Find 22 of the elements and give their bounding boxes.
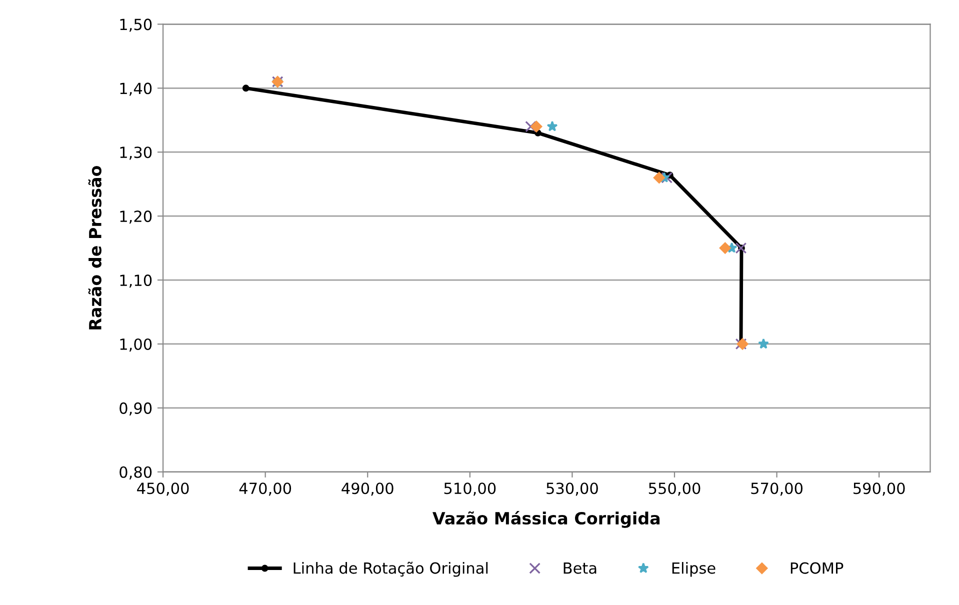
y-axis-title: Razão de Pressão xyxy=(88,166,102,330)
legend-label: Elipse xyxy=(672,562,716,577)
y-tick-label: 1,30 xyxy=(120,146,152,160)
x-tick-label: 450,00 xyxy=(137,482,189,496)
x-tick-label: 510,00 xyxy=(444,482,496,496)
x-axis-title: Vazão Mássica Corrigida xyxy=(432,510,660,528)
y-tick-label: 1,40 xyxy=(120,82,152,96)
legend-label: Beta xyxy=(564,562,596,574)
x-tick-label: 590,00 xyxy=(854,482,905,496)
x-tick-label: 490,00 xyxy=(342,482,394,496)
legend-label: Linha de Rotação Original xyxy=(294,562,488,577)
x-tick-label: 570,00 xyxy=(751,482,803,496)
y-tick-label: 0,90 xyxy=(120,402,152,416)
y-tick-label: 1,20 xyxy=(120,210,152,224)
x-tick-label: 550,00 xyxy=(648,482,700,496)
y-tick-label: 0,80 xyxy=(120,466,152,480)
legend-label: PCOMP xyxy=(790,562,844,574)
y-tick-label: 1,50 xyxy=(120,18,152,32)
x-tick-label: 470,00 xyxy=(239,482,292,496)
y-tick-label: 1,10 xyxy=(120,274,152,288)
x-tick-label: 530,00 xyxy=(546,482,598,496)
y-tick-label: 1,00 xyxy=(120,338,152,352)
